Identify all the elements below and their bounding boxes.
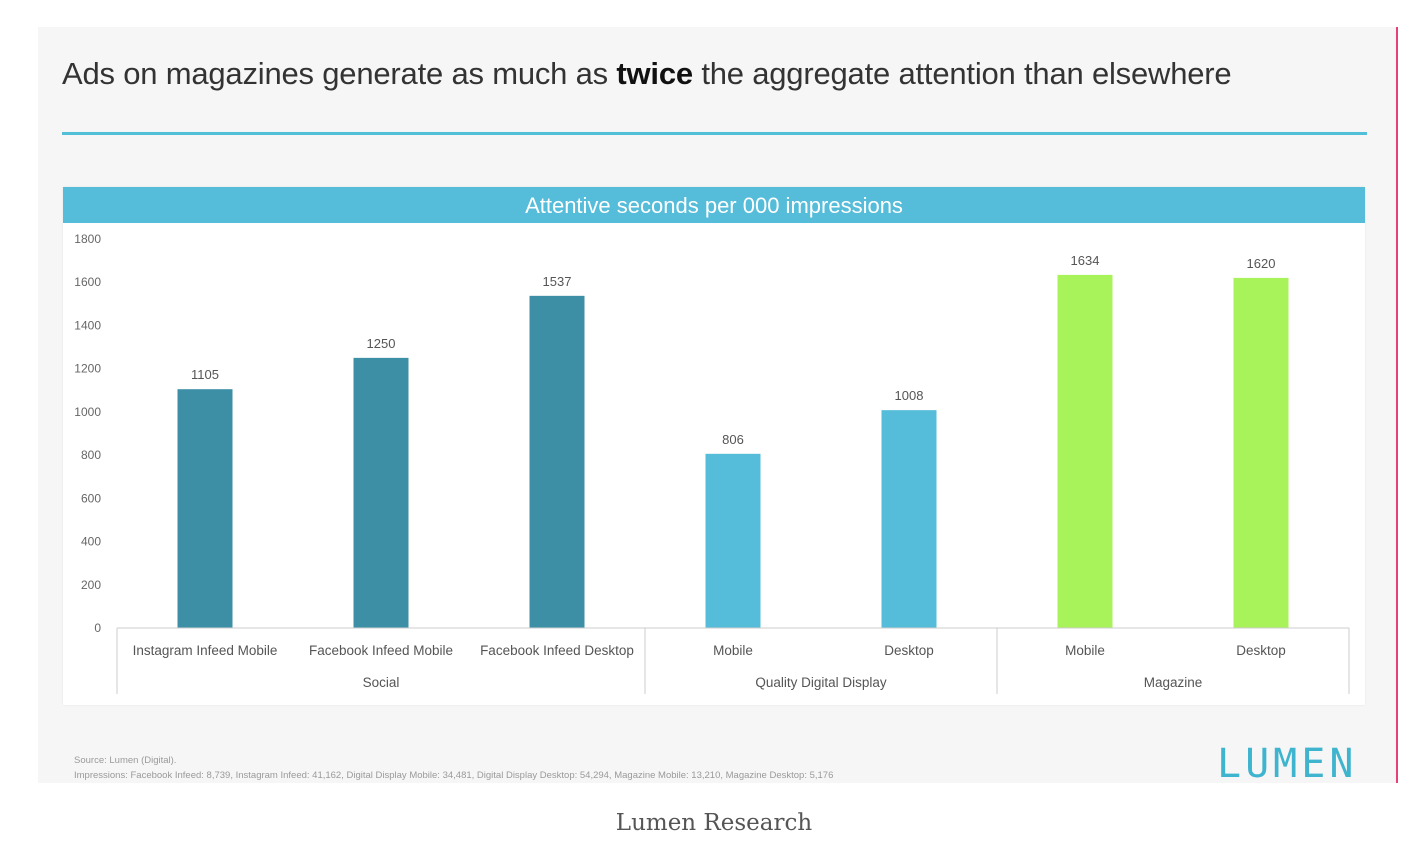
bar [1057,274,1113,628]
footnote-impressions: Impressions: Facebook Infeed: 8,739, Ins… [74,770,834,781]
x-category-label: Desktop [884,643,934,658]
y-tick-label: 200 [81,578,101,592]
x-category-label: Facebook Infeed Desktop [480,643,634,658]
headline-text-start: Ads on magazines generate as much as [62,56,617,91]
x-category-label: Desktop [1236,643,1286,658]
x-category-label: Instagram Infeed Mobile [133,643,278,658]
bar [881,410,937,628]
image-caption: Lumen Research [615,810,813,836]
y-tick-label: 400 [81,535,101,549]
bar-value-label: 1634 [1071,253,1100,268]
y-tick-label: 800 [81,448,101,462]
bar [1233,277,1289,628]
bar-value-label: 806 [722,432,744,447]
bar [353,357,409,628]
bar-value-label: 1250 [367,336,396,351]
headline-text-end: the aggregate attention than elsewhere [692,56,1232,91]
chart-panel: Attentive seconds per 000 impressions 0 2… [63,187,1365,705]
x-category-label: Mobile [1065,643,1105,658]
chart-title: Attentive seconds per 000 impressions [63,187,1365,223]
slide-edge-line [1396,27,1398,783]
y-tick-label: 1800 [74,232,101,246]
x-group-label: Quality Digital Display [755,675,887,690]
bar [529,295,585,628]
bar-value-label: 1008 [895,388,924,403]
x-group-label: Magazine [1144,675,1203,690]
y-tick-label: 1600 [74,275,101,289]
x-category-label: Mobile [713,643,753,658]
slide-headline: Ads on magazines generate as much as twi… [62,56,1232,92]
bar [177,389,233,628]
x-category-label: Facebook Infeed Mobile [309,643,453,658]
bar [705,453,761,628]
x-group-label: Social [363,675,400,690]
bar-chart: 0 200 400 600 800 1000 1200 1400 1600 1800 1105 Ins… [74,232,1350,694]
y-tick-label: 1400 [74,318,101,332]
y-tick-label: 1200 [74,362,101,376]
bar-value-label: 1620 [1247,256,1276,271]
headline-divider [62,132,1367,135]
bar-value-label: 1537 [543,274,572,289]
lumen-logo: LUMEN [1217,741,1358,787]
y-tick-label: 0 [94,621,101,635]
bar-value-label: 1105 [191,367,219,382]
y-tick-label: 600 [81,491,101,505]
footnote-source: Source: Lumen (Digital). [74,755,177,766]
y-tick-label: 1000 [74,405,101,419]
headline-bold-word: twice [616,56,693,91]
